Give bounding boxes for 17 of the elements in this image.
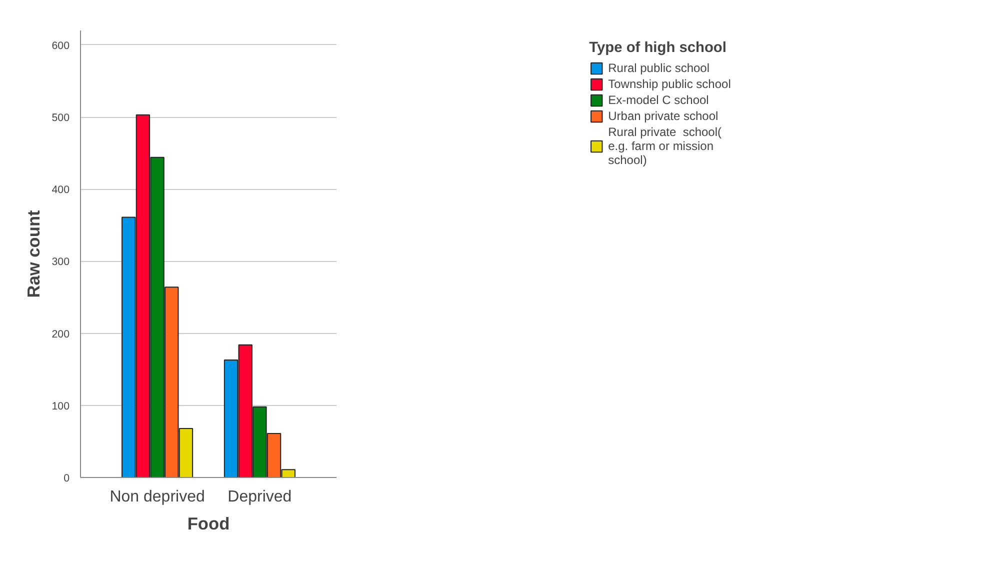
y-tick-label: 0 xyxy=(64,472,70,484)
legend-label: Urban private school xyxy=(608,109,718,123)
y-tick-label: 600 xyxy=(52,40,70,52)
x-tick-label: Deprived xyxy=(228,488,292,506)
legend-label: Township public school xyxy=(608,77,731,91)
y-tick-label: 200 xyxy=(52,328,70,340)
y-tick-label: 500 xyxy=(52,112,70,124)
legend-title: Type of high school xyxy=(589,40,728,56)
legend-label: Ex-model C school xyxy=(608,93,709,107)
y-tick-label: 400 xyxy=(52,184,70,196)
x-axis-title: Food xyxy=(187,514,230,534)
y-tick-label: 300 xyxy=(52,256,70,268)
y-tick-label: 100 xyxy=(52,400,70,412)
x-tick-label: Non deprived xyxy=(110,488,205,506)
legend-label: Rural public school xyxy=(608,61,710,75)
legend-label: Rural private school( e.g. farm or mission school) xyxy=(608,125,722,167)
y-axis-title: Raw count xyxy=(24,210,44,298)
